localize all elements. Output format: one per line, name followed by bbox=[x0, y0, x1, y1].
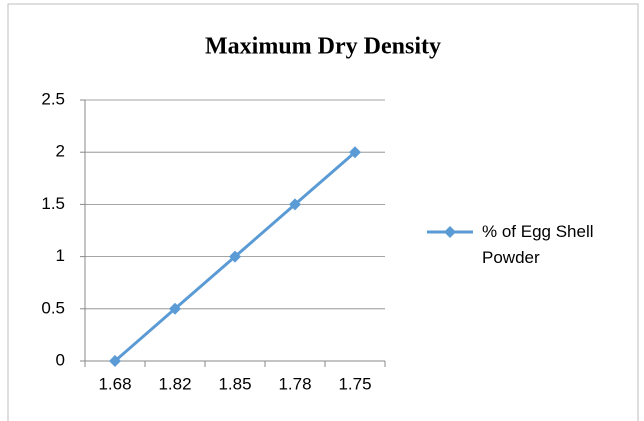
x-tick-label: 1.75 bbox=[338, 374, 371, 393]
marker bbox=[229, 250, 241, 263]
x-tick-label: 1.85 bbox=[218, 374, 251, 393]
marker bbox=[349, 146, 361, 159]
x-tick-label: 1.78 bbox=[278, 374, 311, 393]
x-tick-label: 1.68 bbox=[98, 374, 131, 393]
y-tick-label: 0 bbox=[56, 350, 65, 369]
y-tick-label: 1 bbox=[56, 246, 65, 265]
legend-marker bbox=[444, 226, 456, 238]
chart-title: Maximum Dry Density bbox=[205, 34, 441, 60]
marker bbox=[289, 198, 301, 211]
y-tick-label: 2 bbox=[56, 142, 65, 161]
legend-label: % of Egg Shell Powder bbox=[482, 222, 594, 267]
chart-border bbox=[7, 3, 639, 421]
marker bbox=[109, 355, 121, 367]
x-tick-label: 1.82 bbox=[158, 374, 191, 393]
marker bbox=[169, 302, 181, 315]
y-tick-label: 2.5 bbox=[41, 89, 65, 108]
y-tick-label: 0.5 bbox=[41, 298, 65, 317]
y-tick-label: 1.5 bbox=[41, 194, 65, 213]
